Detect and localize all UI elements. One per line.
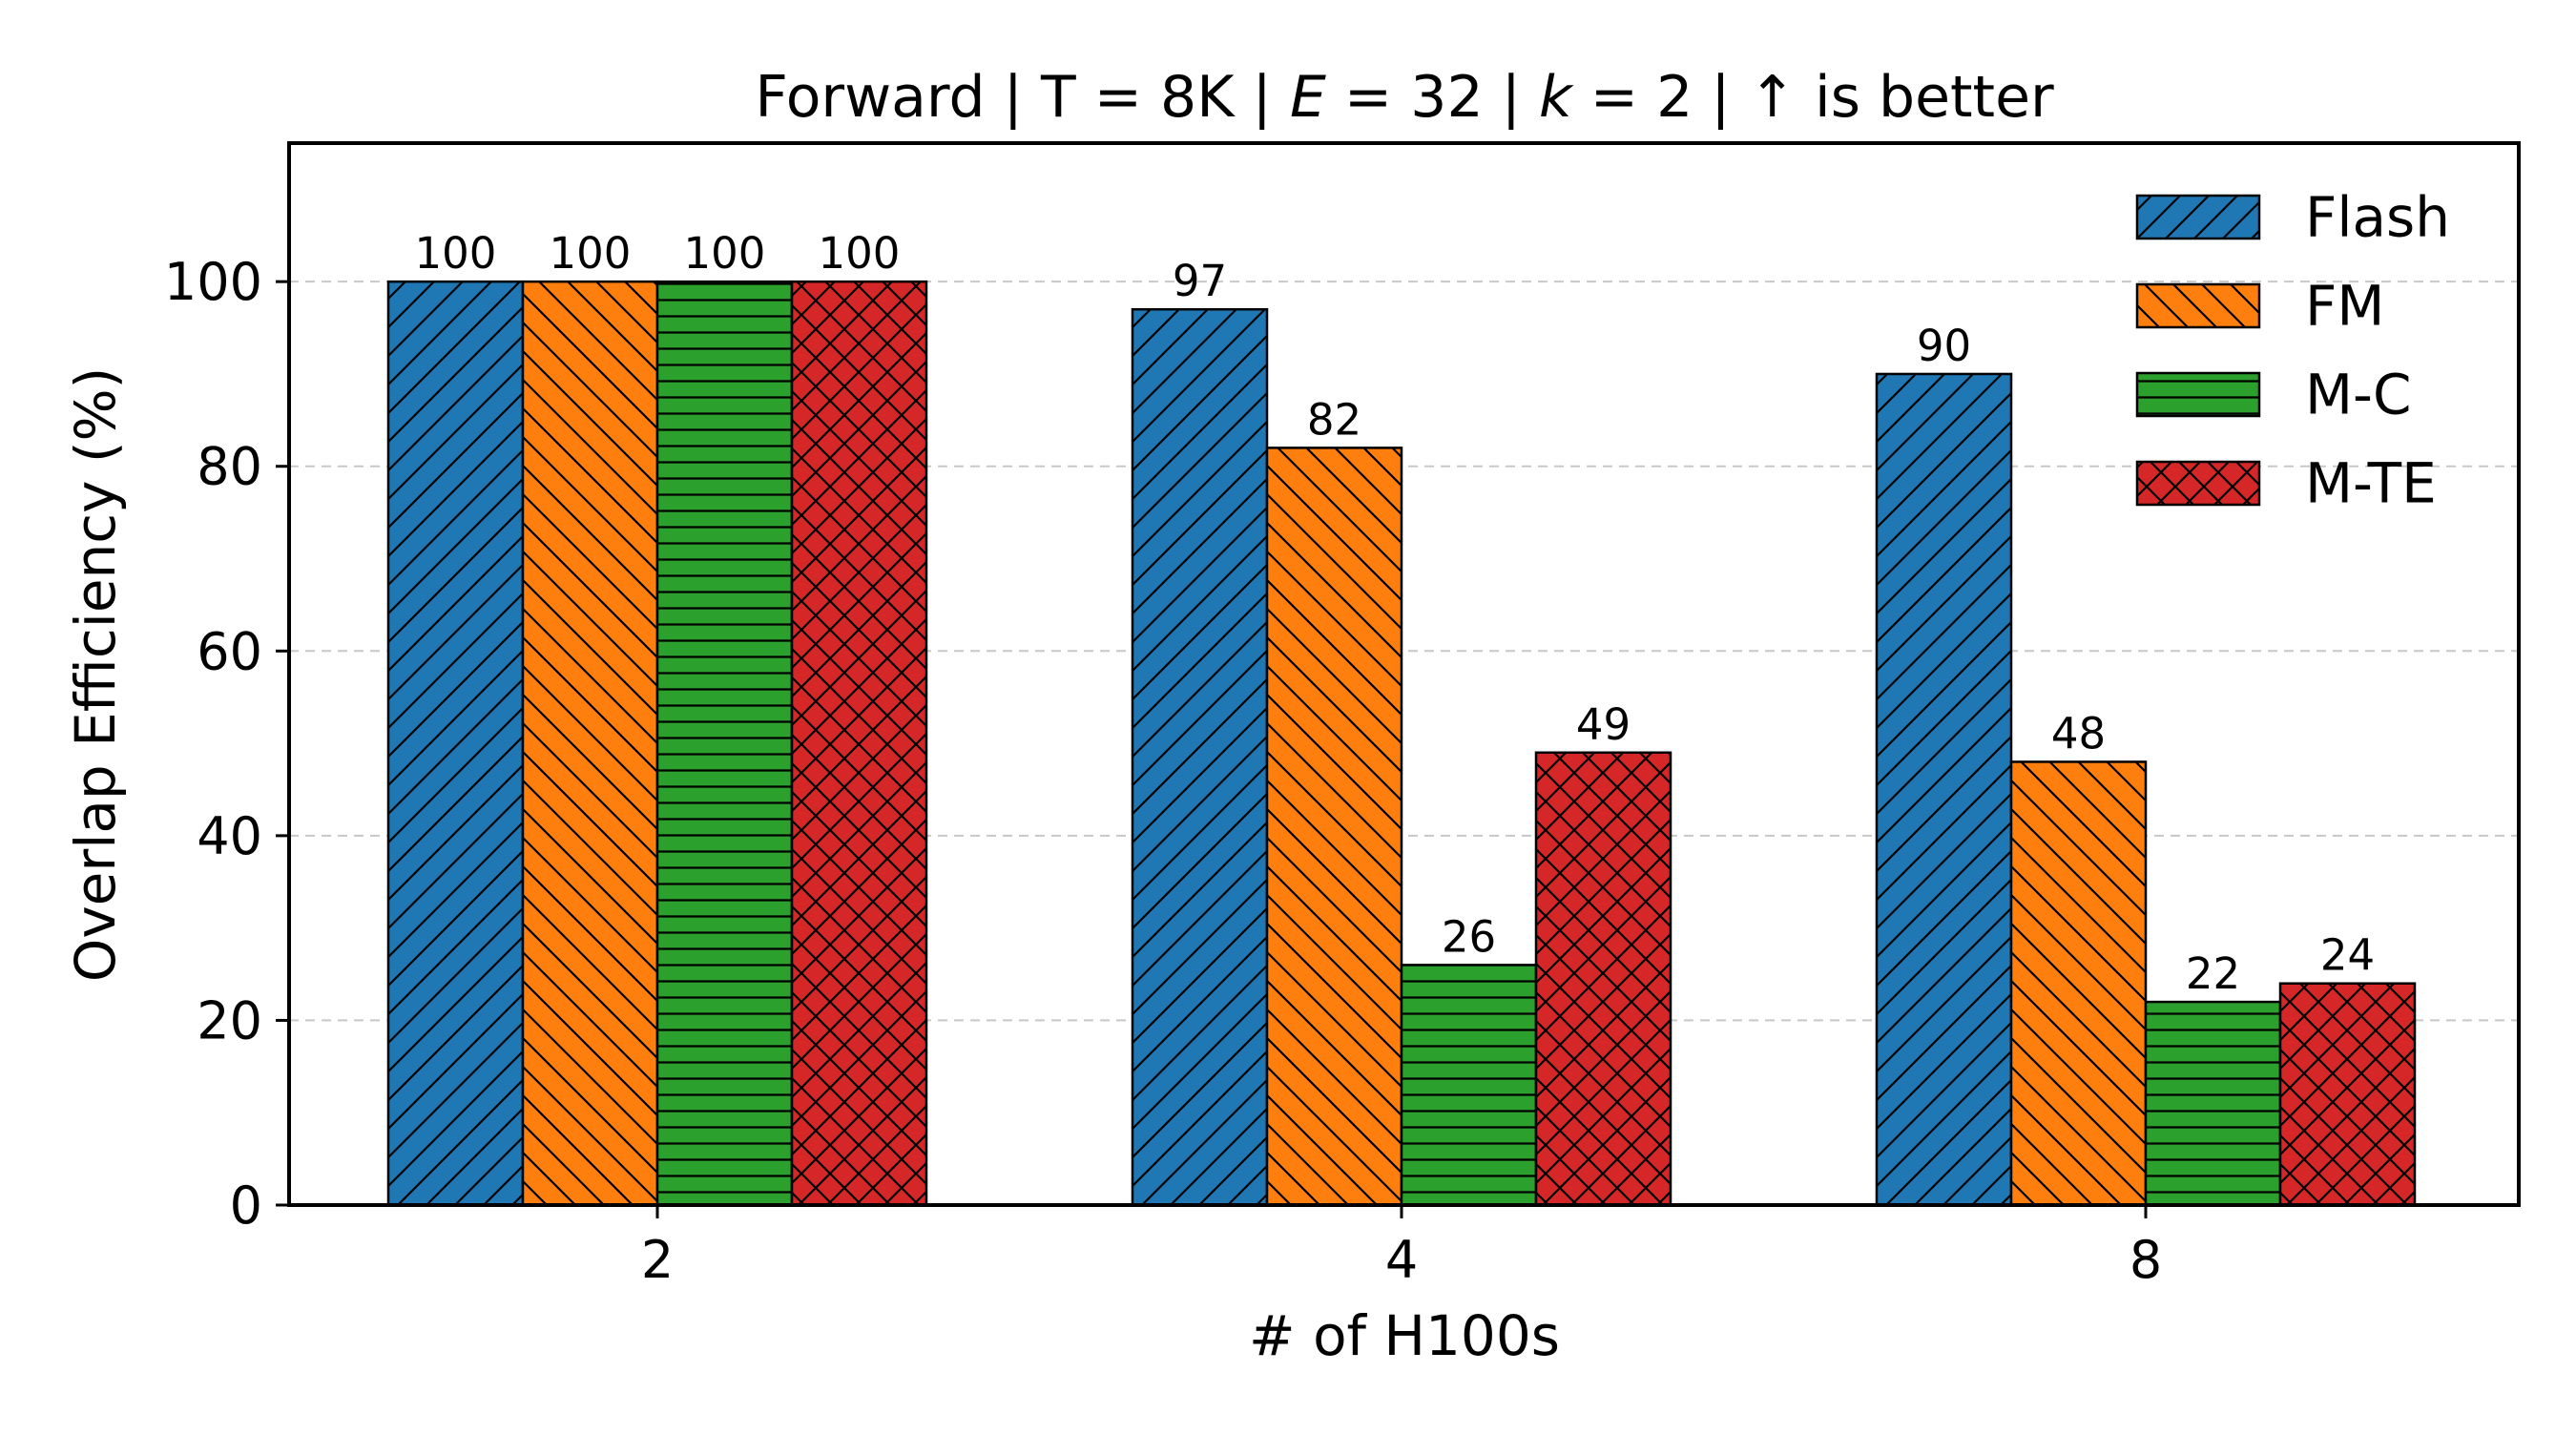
bar-hatch — [2009, 760, 2148, 1207]
data-label: 100 — [819, 228, 901, 279]
bar-m-c-2 — [655, 280, 794, 1207]
legend-label: M-C — [2305, 363, 2411, 427]
legend: Flash FM M-C M-TE — [2135, 185, 2450, 516]
bar-fm-2 — [521, 280, 659, 1207]
x-tick-label: 2 — [641, 1230, 674, 1290]
plot-frame — [287, 141, 2521, 1207]
bar-hatch — [1875, 372, 2013, 1207]
bar-hatch — [2144, 1000, 2282, 1207]
bar-hatch — [655, 280, 794, 1207]
bar-fm-4 — [1265, 447, 1403, 1207]
legend-swatch — [2135, 194, 2261, 240]
bar-hatch — [1534, 751, 1672, 1207]
data-label: 48 — [2051, 708, 2106, 759]
legend-item-m-c: M-C — [2135, 363, 2411, 427]
chart-title: Forward | T = 8K | E = 32 | k = 2 | ↑ is… — [755, 64, 2054, 131]
bar-hatch — [1400, 964, 1538, 1207]
bar-flash-2 — [386, 280, 525, 1207]
bar-m-te-8 — [2278, 982, 2417, 1207]
bar-m-c-4 — [1400, 964, 1538, 1207]
x-axis-title: # of H100s — [1249, 1303, 1560, 1368]
data-label: 90 — [1917, 321, 1971, 371]
legend-label: Flash — [2305, 185, 2450, 250]
bar-hatch — [790, 280, 928, 1207]
data-label: 49 — [1576, 699, 1631, 750]
bar-flash-8 — [1875, 372, 2013, 1207]
data-label: 82 — [1307, 394, 1361, 445]
bar-m-c-8 — [2144, 1000, 2282, 1207]
bar-hatch — [2278, 982, 2417, 1207]
data-labels: 100 100 100 100 97 82 26 49 90 48 22 24 — [415, 228, 2376, 999]
legend-swatch — [2135, 282, 2261, 329]
x-tick-label: 4 — [1385, 1230, 1418, 1290]
data-label: 22 — [2186, 948, 2240, 999]
data-label: 100 — [415, 228, 497, 279]
legend-item-flash: Flash — [2135, 185, 2450, 250]
x-tick-label: 8 — [2129, 1230, 2162, 1290]
bar-flash-4 — [1131, 307, 1269, 1207]
data-label: 100 — [550, 228, 632, 279]
bar-fm-8 — [2009, 760, 2148, 1207]
y-tick-label: 40 — [197, 806, 262, 866]
legend-label: FM — [2305, 274, 2384, 339]
legend-label: M-TE — [2305, 451, 2437, 516]
data-label: 24 — [2320, 930, 2375, 981]
legend-item-fm: FM — [2135, 274, 2384, 339]
data-label: 26 — [1442, 911, 1496, 962]
y-tick-label: 0 — [230, 1175, 262, 1236]
y-tick-label: 100 — [164, 252, 262, 312]
bar-hatch — [386, 280, 525, 1207]
bar-m-te-2 — [790, 280, 928, 1207]
legend-item-m-te: M-TE — [2135, 451, 2437, 516]
data-label: 100 — [684, 228, 766, 279]
data-label: 97 — [1173, 256, 1227, 306]
bar-hatch — [1265, 447, 1403, 1207]
bars — [386, 280, 2417, 1207]
legend-swatch — [2135, 460, 2261, 507]
bar-m-te-4 — [1534, 751, 1672, 1207]
y-tick-label: 20 — [197, 990, 262, 1050]
bar-hatch — [1131, 307, 1269, 1207]
y-axis-title: Overlap Efficiency (%) — [63, 367, 128, 983]
legend-swatch — [2135, 371, 2261, 418]
y-tick-label: 60 — [197, 621, 262, 681]
y-tick-label: 80 — [197, 437, 262, 497]
bar-hatch — [521, 280, 659, 1207]
